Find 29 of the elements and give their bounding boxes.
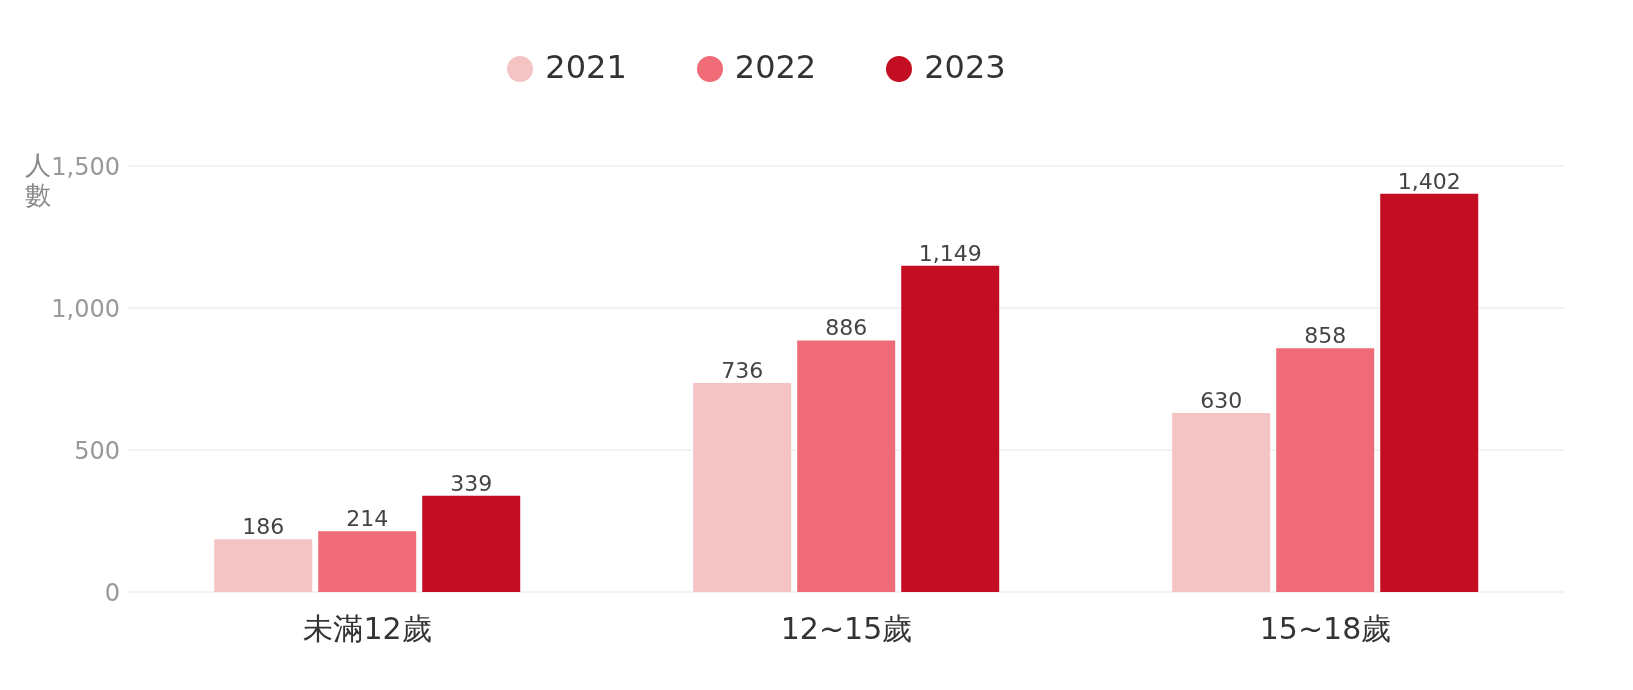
bar <box>318 531 417 592</box>
data-label: 186 <box>242 514 285 540</box>
x-tick-label: 15~18歲 <box>1259 611 1392 647</box>
bar <box>693 382 792 592</box>
bar <box>901 265 1000 592</box>
y-tick-label: 1,000 <box>51 294 120 323</box>
y-tick-label: 1,500 <box>51 152 120 181</box>
legend-label: 2021 <box>545 48 627 86</box>
data-label: 886 <box>825 315 868 341</box>
data-label: 630 <box>1200 388 1243 414</box>
bar <box>422 495 521 592</box>
data-label: 736 <box>721 357 764 383</box>
x-tick-label: 12~15歲 <box>780 611 913 647</box>
data-label: 1,402 <box>1397 168 1461 194</box>
bar <box>1276 348 1375 592</box>
y-tick-label: 0 <box>104 578 120 607</box>
y-axis-title: 人數 <box>25 150 51 210</box>
y-tick-label: 500 <box>74 436 120 465</box>
data-label: 858 <box>1304 323 1347 349</box>
x-tick-label: 未滿12歲 <box>303 611 432 647</box>
legend-label: 2023 <box>924 48 1006 86</box>
bar <box>214 539 313 592</box>
data-label: 339 <box>450 470 493 496</box>
data-label: 214 <box>346 506 389 532</box>
data-label: 1,149 <box>918 240 982 266</box>
bar <box>1172 413 1271 592</box>
legend-label: 2022 <box>734 48 817 86</box>
bar <box>1380 193 1479 592</box>
bar <box>797 340 896 592</box>
